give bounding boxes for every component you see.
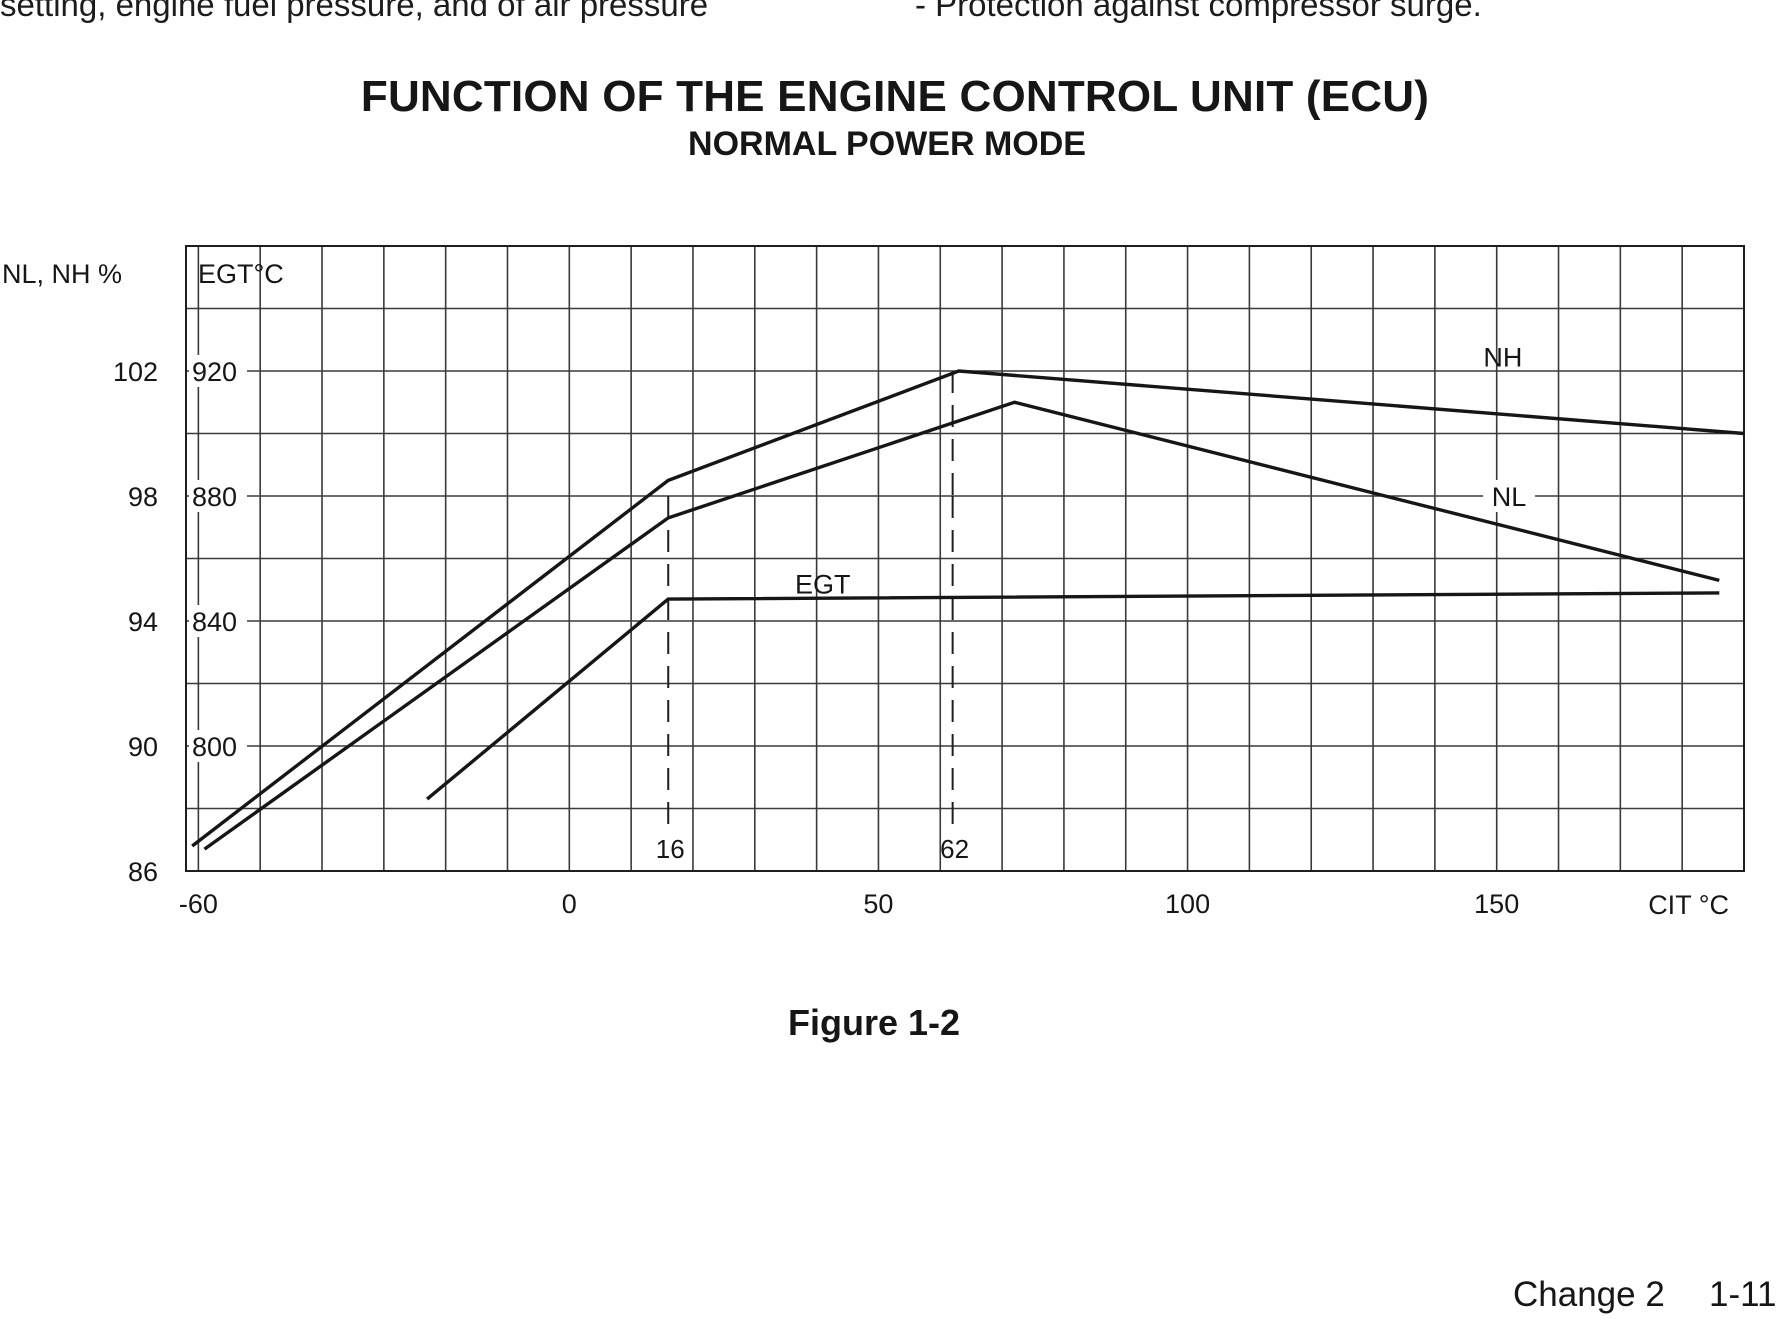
top-left-text: setting, engine fuel pressure, and of ai… (0, 0, 709, 23)
series-line-egt (426, 591, 1720, 801)
series-label-nl: NL (1492, 482, 1527, 512)
y-left-tick-label: 98 (128, 482, 158, 512)
series-layer (191, 369, 1745, 851)
series-label-nh: NH (1483, 342, 1522, 372)
y-inner-tick-bg (189, 355, 247, 387)
x-tick-label: 150 (1474, 889, 1519, 919)
x-tick-label: -60 (179, 889, 218, 919)
y-left-tick-label: 94 (128, 607, 158, 637)
y-inner-tick-label: 920 (192, 357, 237, 387)
series-label-bg-nl (1483, 480, 1536, 512)
figure-caption: Figure 1-2 (787, 1002, 961, 1043)
marker-layer (667, 371, 954, 835)
series-label-egt: EGT (795, 570, 851, 600)
y-left-tick-label: 86 (128, 857, 158, 887)
y-inner-tick-label: 840 (192, 607, 237, 637)
series-line-nl (203, 400, 1720, 851)
y-inner-tick-label: 800 (192, 732, 237, 762)
x-tick-label: 0 (562, 889, 577, 919)
top-right-text: - Protection against compressor surge. (915, 0, 1482, 23)
marker-label-16: 16 (656, 834, 685, 864)
footer-change: Change 2 (1513, 1275, 1665, 1314)
footer-page: 1-11 (1709, 1275, 1776, 1314)
grid-layer (185, 245, 1745, 872)
x-tick-label: 100 (1165, 889, 1210, 919)
chart-title: FUNCTION OF THE ENGINE CONTROL UNIT (ECU… (360, 72, 1430, 121)
y-left-tick-label: 90 (128, 732, 158, 762)
y-inner-tick-bg (189, 730, 247, 762)
plot-frame (185, 245, 1745, 872)
marker-label-62: 62 (940, 834, 969, 864)
label-layer: 16 62 NH NL EGT -60 0 50 100 150 CIT °C 102 98 94 90 86… (2, 259, 1729, 920)
x-axis-label: CIT °C (1648, 890, 1729, 920)
y-inner-tick-bg (189, 480, 247, 512)
series-line-nh (191, 369, 1745, 848)
y-inner-tick-label: 880 (192, 482, 237, 512)
y-left-axis-label: NL, NH % (2, 259, 122, 289)
y-inner-tick-bg (189, 605, 247, 637)
x-tick-label: 50 (863, 889, 893, 919)
chart-subtitle: NORMAL POWER MODE (688, 125, 1086, 163)
y-inner-axis-label: EGT°C (198, 259, 284, 289)
y-left-tick-label: 102 (113, 357, 158, 387)
